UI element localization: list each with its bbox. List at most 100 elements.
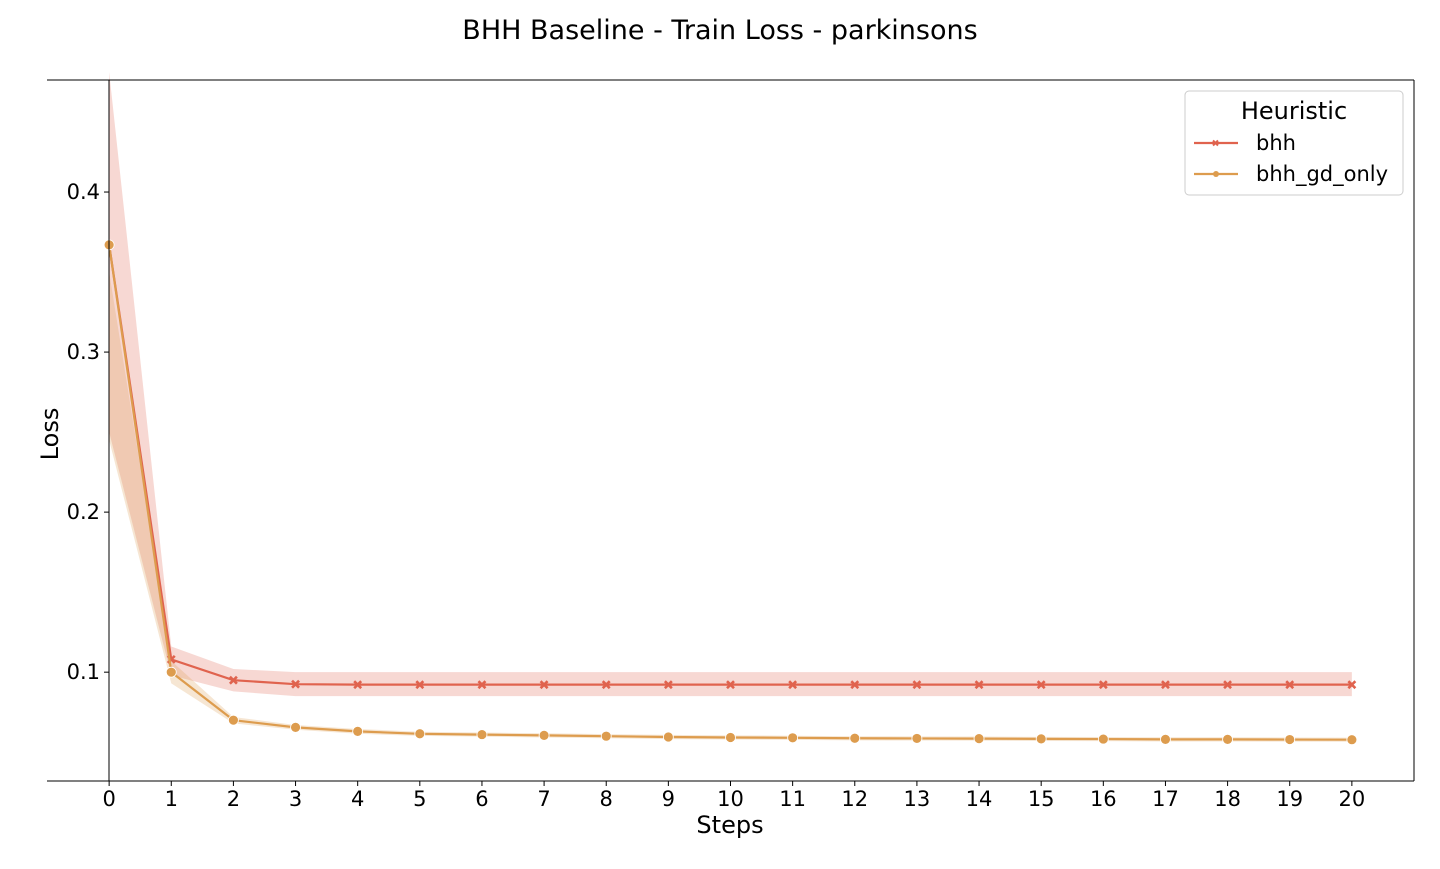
legend-label: bhh_gd_only [1256,162,1388,187]
y-tick-label: 0.1 [67,660,100,684]
data-point-bhh-14 [974,680,984,690]
marker-stroke [1036,680,1046,690]
x-tick-label: 15 [1028,787,1055,811]
data-point-bhh-10 [726,680,735,690]
legend-box [1184,90,1404,196]
x-tick-label: 20 [1338,787,1365,811]
data-point-bhh_gd_only-3 [290,721,301,733]
data-point-bhh_gd_only-15 [1035,733,1047,745]
marker-stroke [1098,680,1108,690]
marker-stroke [850,680,860,690]
legend-item-bhh_gd_only: bhh_gd_only [1194,162,1388,187]
y-tick-label: 0.4 [67,180,100,204]
data-point-bhh_gd_only-14 [973,733,985,744]
x-tick-label: 2 [227,787,240,811]
x-tick-label: 12 [841,787,868,811]
y-axis-ticks: 0.1 0.2 0.3 0.4 [67,180,109,684]
data-point-bhh_gd_only-10 [725,732,736,743]
data-point-bhh-18 [1223,680,1233,690]
x-tick-label: 4 [351,787,364,811]
x-axis-label: Steps [696,811,763,839]
marker-stroke [291,679,300,689]
data-point-bhh_gd_only-17 [1160,733,1171,745]
data-point-bhh-15 [1036,680,1046,690]
data-point-bhh_gd_only-8 [600,730,612,742]
data-point-bhh-7 [539,680,549,690]
legend: Heuristic bhh bhh_gd_only [1184,90,1404,196]
data-point-bhh-20 [1347,680,1357,690]
x-tick-label: 3 [289,787,302,811]
legend-marker-icon [1212,139,1219,147]
x-axis-ticks: 0 1 2 3 4 5 6 7 8 9 10 11 12 13 14 15 16 17 18 19 20 [102,781,1365,811]
data-point-bhh-4 [353,680,363,690]
x-tick-label: 6 [475,787,488,811]
x-tick-label: 13 [904,787,931,811]
marker-stroke [228,675,238,685]
data-point-bhh-3 [291,679,300,689]
x-tick-label: 5 [413,787,426,811]
series-line-bhh_gd_only [108,244,1352,741]
data-point-bhh_gd_only-5 [414,728,426,740]
y-tick-label: 0.2 [67,500,100,524]
x-tick-label: 14 [966,787,993,811]
data-point-bhh-6 [477,680,487,690]
legend-item-bhh: bhh [1194,131,1296,155]
data-point-bhh_gd_only-4 [352,725,364,737]
data-point-bhh-17 [1161,680,1170,690]
data-point-bhh_gd_only-18 [1222,733,1233,745]
x-tick-label: 18 [1214,787,1241,811]
data-point-bhh_gd_only-16 [1097,733,1109,745]
ci-band-bhh [109,72,1352,697]
series-line-bhh [108,244,1352,686]
marker-stroke [415,680,425,690]
x-tick-label: 0 [102,787,115,811]
x-tick-label: 7 [537,787,550,811]
legend-title: Heuristic [1241,97,1347,125]
data-point-bhh-9 [663,680,673,690]
data-point-bhh_gd_only-11 [787,732,799,744]
data-point-bhh-2 [228,675,238,685]
data-point-bhh-16 [1098,680,1108,690]
data-point-bhh_gd_only-12 [849,732,861,744]
x-tick-label: 19 [1276,787,1303,811]
data-point-bhh_gd_only-2 [228,714,239,726]
plot-area [103,72,1358,746]
ci-band-bhh_gd_only [109,272,1352,742]
data-point-bhh-11 [788,680,798,690]
marker-stroke [1347,680,1357,690]
data-point-bhh_gd_only-9 [662,731,674,743]
marker-stroke [1285,680,1295,690]
chart-title: BHH Baseline - Train Loss - parkinsons [462,15,977,46]
marker-stroke [726,680,735,690]
x-tick-label: 17 [1152,787,1179,811]
data-point-bhh-12 [850,680,860,690]
marker-stroke [788,680,798,690]
data-point-bhh_gd_only-13 [911,733,923,744]
marker-stroke [1161,680,1170,690]
data-point-bhh-19 [1285,680,1295,690]
data-point-bhh_gd_only-20 [1346,734,1358,746]
legend-items: bhh bhh_gd_only [1194,131,1388,187]
data-point-bhh-13 [912,680,922,690]
x-tick-label: 10 [717,787,744,811]
x-tick-label: 16 [1090,787,1117,811]
marker-stroke [477,680,487,690]
marker-stroke [912,680,922,690]
marker-stroke [1223,680,1233,690]
y-axis-label: Loss [36,408,64,461]
marker-stroke [663,680,673,690]
marker-stroke [974,680,984,690]
data-point-bhh_gd_only-1 [165,666,177,678]
x-tick-label: 9 [662,787,675,811]
legend-label: bhh [1256,131,1296,155]
marker-stroke [601,680,611,690]
data-point-bhh-8 [601,680,611,690]
data-point-bhh_gd_only-6 [476,729,488,740]
x-tick-label: 1 [165,787,178,811]
marker-stroke [539,680,549,690]
marker-stroke [353,680,363,690]
y-tick-label: 0.3 [67,340,100,364]
legend-marker-icon [1213,171,1219,177]
